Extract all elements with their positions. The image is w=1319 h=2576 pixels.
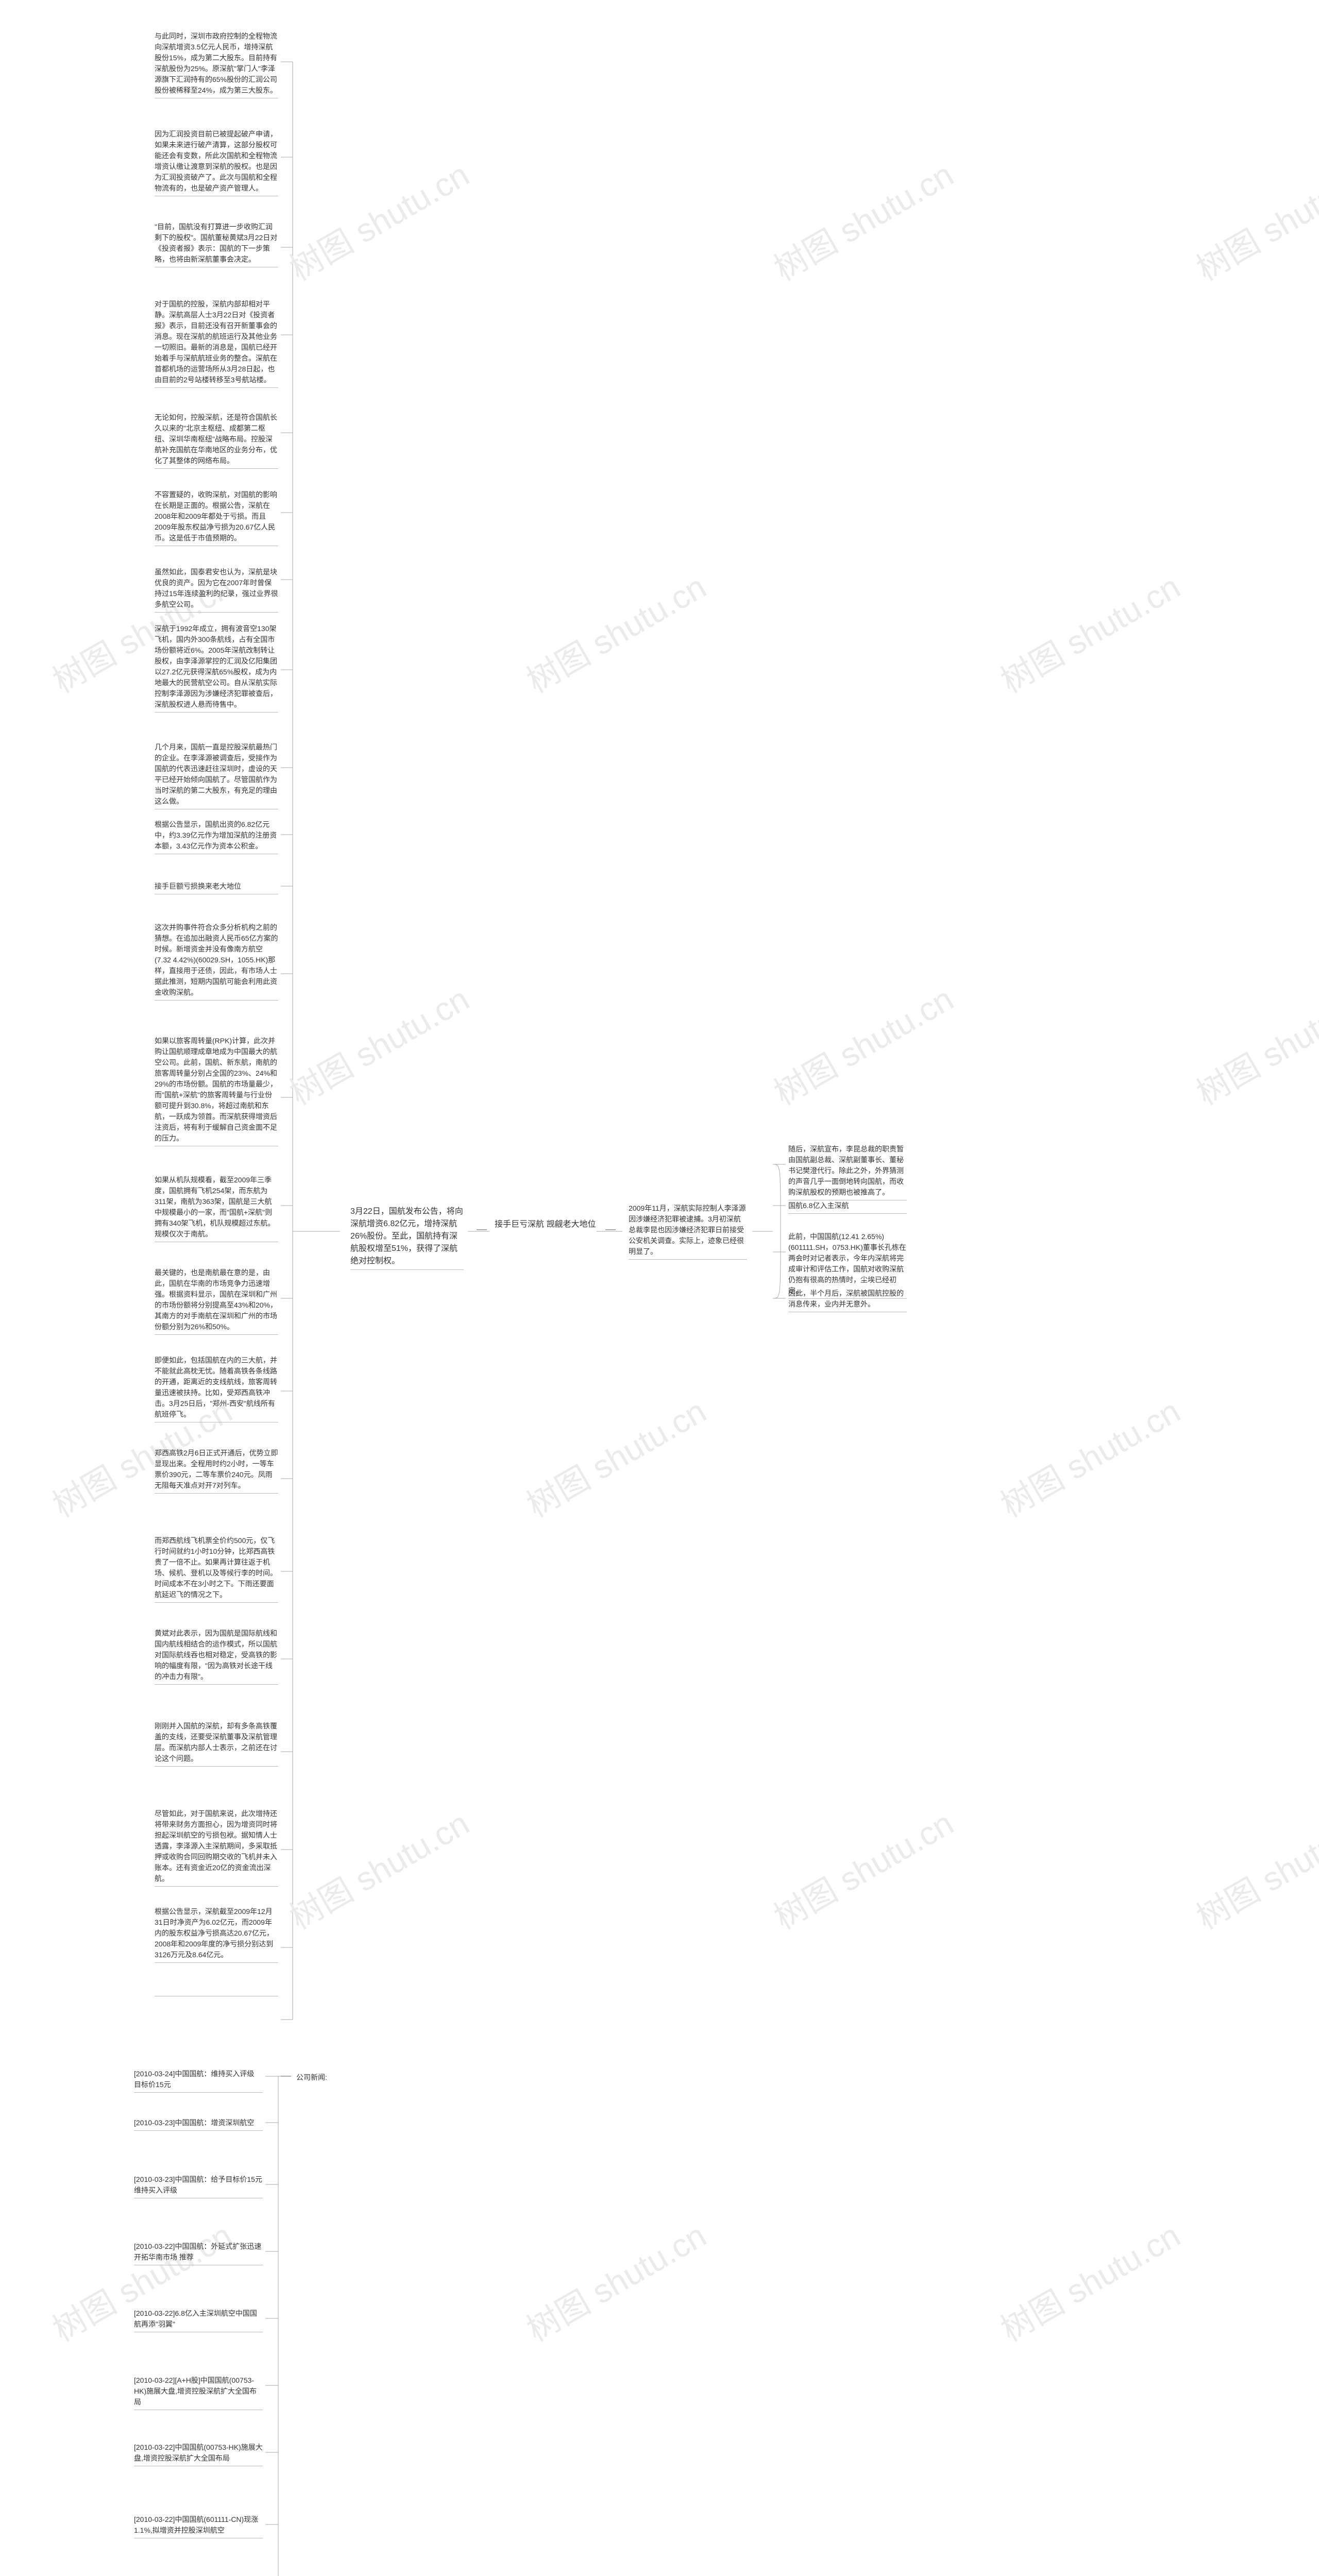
left-item: 虽然如此，国泰君安也认为，深航是块优良的资产。因为它在2007年时曾保持过15年… bbox=[155, 567, 278, 613]
left-item: 因为汇润投资目前已被提起破产申请，如果未来进行破产清算，这部分股权可能还会有变数… bbox=[155, 129, 278, 196]
left-item: 无论如何，控股深航，还是符合国航长久以来的"北京主枢纽、成都第二枢纽、深圳华南枢… bbox=[155, 412, 278, 469]
watermark: 树图 shutu.cn bbox=[1187, 1798, 1319, 1939]
watermark: 树图 shutu.cn bbox=[1187, 973, 1319, 1114]
watermark: 树图 shutu.cn bbox=[1187, 149, 1319, 290]
news-item: [2010-03-22][A+H股]中国国航(00753-HK)施展大盘,增资控… bbox=[134, 2375, 263, 2410]
left-item bbox=[155, 1994, 278, 1996]
left-item: 尽管如此，对于国航来说，此次增持还将带来财务方面担心，因为增资同时将担起深圳航空… bbox=[155, 1808, 278, 1887]
watermark: 树图 shutu.cn bbox=[517, 1385, 714, 1527]
dash-connector: — bbox=[281, 2070, 291, 2082]
company-news-label: 公司新闻: bbox=[296, 2072, 348, 2083]
left-item: 黄斌对此表示，因为国航是国际航线和国内航线相结合的运作模式，所以国航对国际航线吞… bbox=[155, 1628, 278, 1685]
left-item: 深航于1992年成立，拥有波音空130架飞机，国内外300条航线，占有全国市场份… bbox=[155, 623, 278, 713]
dash-connector: — bbox=[477, 1224, 487, 1235]
center-left-node: 3月22日，国航发布公告，将向深航增资6.82亿元，增持深航26%股份。至此，国… bbox=[350, 1206, 464, 1270]
right-leaf: 随后，深航宣布，李昆总裁的职责暂由国航副总裁、深航副董事长、董秘书记樊澄代行。除… bbox=[788, 1144, 907, 1200]
watermark: 树图 shutu.cn bbox=[517, 561, 714, 702]
left-item: 这次并购事件符合众多分析机构之前的猜想。在追加出融资人民币65亿方案的时候。新增… bbox=[155, 922, 278, 1001]
right-leaf: 国航6.8亿入主深航 bbox=[788, 1200, 907, 1214]
news-item: [2010-03-23]中国国航：给予目标价15元 维持买入评级 bbox=[134, 2174, 263, 2198]
watermark: 树图 shutu.cn bbox=[764, 973, 961, 1114]
left-item: 刚刚并入国航的深航，却有多条高铁覆盖的支线，还要受深航董事及深航管理层。而深航内… bbox=[155, 1721, 278, 1767]
root-node: 接手巨亏深航 觊觎老大地位 bbox=[495, 1218, 598, 1231]
watermark: 树图 shutu.cn bbox=[764, 149, 961, 290]
left-item: 对于国航的控股，深航内部却相对平静。深航高层人士3月22日对《投资者报》表示，目… bbox=[155, 299, 278, 388]
left-item: "目前，国航没有打算进一步收购汇润剩下的股权"。国航董秘黄斌3月22日对《投资者… bbox=[155, 222, 278, 267]
news-item: [2010-03-23]中国国航：增资深圳航空 bbox=[134, 2117, 263, 2131]
right-leaf: 因此，半个月后，深航被国航控股的消息传来，业内并无意外。 bbox=[788, 1288, 907, 1312]
left-item: 接手巨额亏损换来老大地位 bbox=[155, 881, 278, 894]
news-item: [2010-03-22]中国国航(00753-HK)施展大盘,增资控股深航扩大全… bbox=[134, 2442, 263, 2466]
right-branch-node: 2009年11月，深航实际控制人李泽源因涉嫌经济犯罪被逮捕。3月初深航总裁李昆也… bbox=[629, 1203, 747, 1260]
watermark: 树图 shutu.cn bbox=[280, 1798, 477, 1939]
left-item: 而郑西航线飞机票全价约500元，仅飞行时间就约1小时10分钟，比郑西高铁贵了一倍… bbox=[155, 1535, 278, 1603]
left-item: 根据公告显示，深航截至2009年12月31日时净资产为6.02亿元，而2009年… bbox=[155, 1906, 278, 1963]
watermark: 树图 shutu.cn bbox=[991, 561, 1188, 702]
news-item: [2010-03-22]中国国航(601111-CN)现涨1.1%,拟增资并控股… bbox=[134, 2514, 263, 2538]
news-item: [2010-03-24]中国国航：维持买入评级 目标价15元 bbox=[134, 2069, 263, 2093]
watermark: 树图 shutu.cn bbox=[991, 1385, 1188, 1527]
dash-connector: — bbox=[605, 1224, 616, 1235]
left-item: 根据公告显示，国航出资的6.82亿元中，约3.39亿元作为增加深航的注册资本额，… bbox=[155, 819, 278, 854]
news-item: [2010-03-22]6.8亿入主深圳航空中国国航再添"羽翼" bbox=[134, 2308, 263, 2332]
watermark: 树图 shutu.cn bbox=[517, 2210, 714, 2351]
left-item: 如果从机队规模看，截至2009年三季度，国航拥有飞机254架，而东航为311架，… bbox=[155, 1175, 278, 1242]
left-item: 与此同时，深圳市政府控制的全程物流向深航增资3.5亿元人民币，增持深航股份15%… bbox=[155, 31, 278, 98]
watermark: 树图 shutu.cn bbox=[280, 149, 477, 290]
news-item: [2010-03-22]中国国航：外延式扩张迅速开拓华南市场 推荐 bbox=[134, 2241, 263, 2265]
left-item: 如果以旅客周转量(RPK)计算，此次并购让国航顺理成章地成为中国最大的航空公司。… bbox=[155, 1036, 278, 1146]
watermark: 树图 shutu.cn bbox=[991, 2210, 1188, 2351]
left-item: 郑西高铁2月6日正式开通后，优势立即显现出来。全程用时约2小时，一等车票价390… bbox=[155, 1448, 278, 1494]
watermark: 树图 shutu.cn bbox=[280, 973, 477, 1114]
left-item: 几个月来，国航一直是控股深航最热门的企业。在李泽源被调查后，受接作为国航的代表迅… bbox=[155, 742, 278, 809]
left-item: 不容置疑的，收购深航，对国航的影响在长期是正面的。根据公告，深航在2008年和2… bbox=[155, 489, 278, 546]
watermark: 树图 shutu.cn bbox=[764, 1798, 961, 1939]
left-item: 最关键的，也是南航最在意的是，由此，国航在华南的市场竞争力迅速增强。根据资料显示… bbox=[155, 1267, 278, 1335]
left-item: 即便如此，包括国航在内的三大航，并不能就此高枕无忧。随着高铁各条线路的开通，距离… bbox=[155, 1355, 278, 1422]
